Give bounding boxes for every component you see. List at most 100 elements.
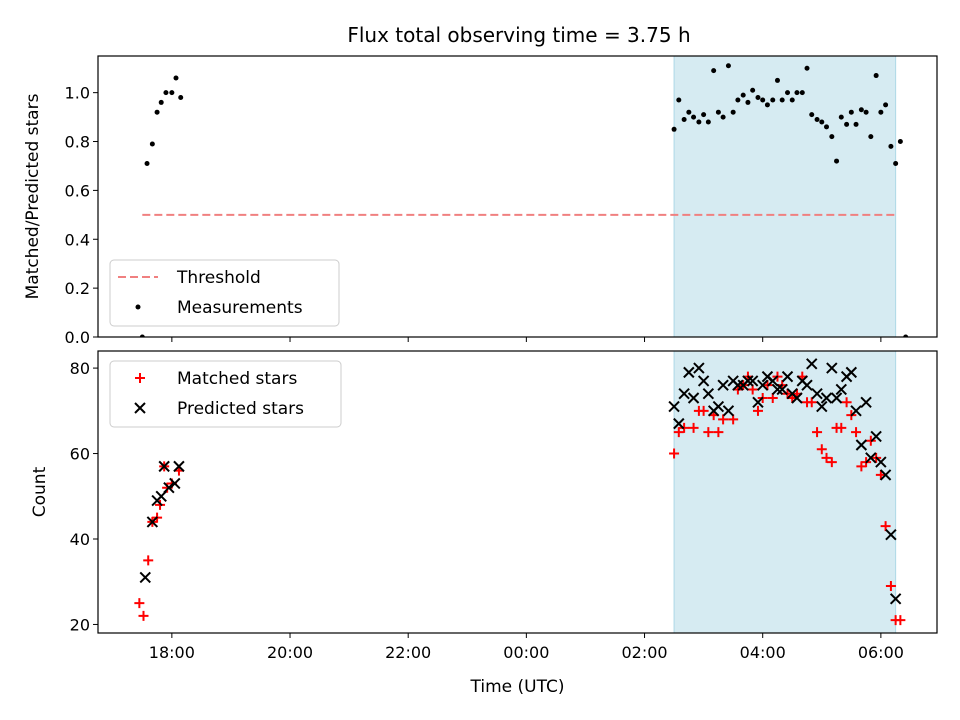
measurements-point: [676, 97, 682, 103]
predicted-stars-point: [678, 388, 690, 400]
y-tick-label: 60: [70, 445, 90, 464]
predicted-stars-point: [791, 392, 803, 404]
measurements-point: [883, 102, 889, 108]
measurements-point: [897, 139, 903, 145]
measurements-point: [720, 114, 726, 120]
legend-threshold-label: Threshold: [176, 268, 261, 288]
matched-stars-point: [880, 521, 891, 532]
matched-stars-point: [806, 397, 817, 408]
predicted-stars-point: [816, 400, 828, 413]
legend: Matched stars Predicted stars: [109, 360, 342, 428]
predicted-stars-point: [865, 452, 877, 464]
x-tick-label: 02:00: [621, 643, 667, 662]
measurements-point: [878, 109, 884, 115]
predicted-stars-point: [163, 482, 175, 494]
legend-measurements-label: Measurements: [177, 298, 303, 318]
matched-stars-point: [885, 581, 896, 591]
predicted-stars-point: [752, 396, 764, 408]
legend-box: [109, 360, 342, 428]
matched-stars-point: [134, 598, 145, 609]
measurements-point: [770, 97, 776, 103]
predicted-stars-point: [801, 379, 813, 391]
measurements-point: [701, 112, 707, 118]
measurements-point: [779, 97, 785, 103]
predicted-stars-point: [855, 439, 868, 451]
bottom-panel: 20 40 60 80 18:00 20:00 22:00 00:00 02:00 04:00 06…: [30, 350, 938, 697]
measurements-point: [853, 121, 859, 127]
measurements-point: [740, 92, 746, 98]
measurements-point: [863, 109, 869, 115]
measurements-point: [755, 95, 761, 101]
x-tick-label: 18:00: [149, 643, 195, 662]
predicted-stars-point: [850, 405, 862, 417]
predicted-stars-point: [845, 366, 858, 379]
measurements-point: [745, 99, 751, 105]
measurements-point: [725, 63, 731, 69]
measurements-point: [173, 75, 179, 81]
y-tick-label: 1.0: [65, 84, 90, 103]
measurements-point: [789, 97, 795, 103]
predicted-stars-point: [742, 375, 754, 387]
predicted-stars-point: [756, 379, 769, 391]
predicted-stars-point: [673, 417, 685, 430]
matched-stars-point: [752, 405, 763, 416]
predicted-stars-point: [146, 516, 159, 528]
measurements-point: [705, 119, 711, 125]
predicted-stars-point: [835, 383, 847, 396]
matched-stars-point: [821, 452, 832, 463]
measurements-point: [834, 158, 840, 164]
axes-frame: [97, 55, 938, 338]
measurements-point: [819, 119, 825, 125]
x-tick-label: 22:00: [385, 643, 431, 662]
measurements-point: [848, 109, 854, 115]
measurements-point: [158, 99, 164, 105]
predicted-stars-point: [717, 379, 729, 391]
matched-stars-point: [143, 555, 154, 566]
y-tick-label: 0.8: [65, 133, 90, 152]
markers-layer: [139, 63, 909, 337]
measurements-point: [824, 124, 830, 130]
predicted-stars-point: [820, 392, 833, 404]
y-tick-label: 0.0: [65, 328, 90, 347]
predicted-stars-point: [746, 375, 759, 387]
measurements-point: [838, 114, 844, 120]
measurements-point: [829, 134, 835, 140]
matched-stars-point: [836, 422, 847, 433]
matched-stars-point: [851, 427, 862, 438]
measurements-point: [760, 97, 766, 103]
y-tick-label: 40: [70, 530, 90, 549]
y-tick-label: 0.6: [65, 181, 90, 200]
y-tick-label: 80: [70, 359, 90, 378]
legend-matched-swatch: [135, 373, 145, 383]
legend-box: [109, 259, 340, 327]
predicted-stars-point: [889, 593, 902, 605]
top-panel: 0.0 0.2 0.4 0.6 0.8 1.0 Matched/Predicted star…: [23, 55, 938, 347]
predicted-stars-point: [668, 400, 680, 413]
legend-matched-stars-label: Matched stars: [177, 369, 297, 389]
measurements-point: [671, 126, 677, 132]
x-axis-label: Time (UTC): [470, 677, 565, 697]
axes-frame: [97, 350, 938, 634]
measurements-point: [799, 90, 805, 96]
measurements-point: [774, 77, 780, 83]
measurements-point: [764, 102, 770, 108]
measurements-point: [804, 65, 810, 71]
matched-stars-point: [895, 615, 906, 626]
measurements-point: [715, 109, 721, 115]
predicted-stars-point: [875, 456, 887, 468]
measurements-point: [888, 143, 894, 149]
matched-stars-point: [688, 422, 699, 433]
x-tick-label: 06:00: [858, 643, 904, 662]
measurements-point: [696, 119, 702, 125]
observing-window-band: [673, 55, 897, 338]
predicted-stars-point: [722, 405, 735, 417]
observing-window-band: [673, 350, 897, 634]
predicted-stars-point: [767, 375, 779, 387]
predicted-stars-point: [879, 469, 892, 481]
measurements-point: [893, 161, 899, 167]
measurements-point: [858, 107, 864, 113]
measurements-point: [903, 334, 909, 337]
measurements-point: [686, 109, 692, 115]
matched-stars-point: [718, 414, 729, 425]
predicted-stars-point: [885, 529, 897, 541]
